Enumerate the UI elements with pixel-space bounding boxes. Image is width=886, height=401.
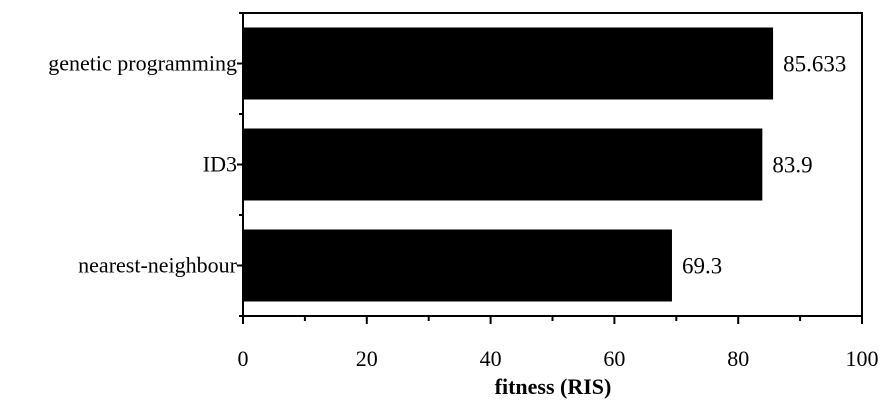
x-tick-label: 80 (727, 346, 749, 371)
data-label: 69.3 (682, 254, 722, 279)
bars-layer (243, 27, 774, 302)
bar-genetic-programming (243, 27, 774, 100)
x-tick-label: 40 (480, 346, 502, 371)
bar-nearest-neighbour (243, 229, 672, 302)
category-label: nearest-neighbour (78, 253, 237, 278)
x-tick-label: 100 (846, 346, 879, 371)
x-tick-label: 20 (356, 346, 378, 371)
x-axis-title: fitness (RIS) (495, 374, 612, 399)
category-label: ID3 (203, 152, 237, 177)
category-label: genetic programming (48, 51, 237, 76)
data-label: 83.9 (772, 153, 812, 178)
data-label: 85.633 (783, 52, 846, 77)
plot-frame (237, 12, 863, 324)
x-tick-label: 0 (238, 346, 249, 371)
labels-layer: genetic programming 85.633 ID3 83.9 nearest-… (48, 51, 878, 372)
bar-id3 (243, 128, 763, 201)
x-tick-label: 60 (603, 346, 625, 371)
